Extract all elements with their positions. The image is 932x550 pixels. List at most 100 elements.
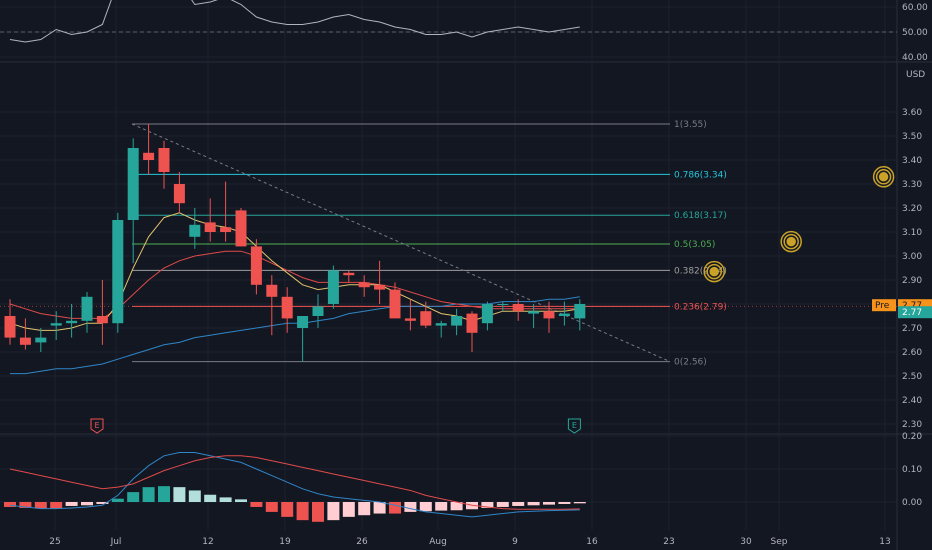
candle-body[interactable]: [250, 246, 262, 285]
time-tick-label: 30: [740, 537, 752, 547]
target-icon[interactable]: [780, 230, 802, 253]
candle-body[interactable]: [143, 152, 155, 160]
macd-histogram-bar: [265, 502, 278, 512]
candle-body[interactable]: [574, 304, 586, 319]
candle-body[interactable]: [327, 270, 339, 304]
candle-body[interactable]: [173, 184, 185, 204]
pre-market-tag-label-bg: [872, 299, 896, 312]
candle-body[interactable]: [543, 311, 555, 319]
macd-histogram-bar: [158, 486, 170, 502]
target-icon[interactable]: [703, 260, 725, 283]
candle-body[interactable]: [374, 284, 386, 290]
time-tick-label: 9: [512, 537, 518, 547]
candle-body[interactable]: [266, 284, 278, 297]
time-tick-label: 12: [202, 537, 213, 547]
candle-body[interactable]: [158, 148, 170, 172]
candle-body[interactable]: [497, 304, 509, 305]
macd-histogram-bar: [404, 502, 417, 512]
candle-body[interactable]: [451, 316, 463, 326]
price-tick-label: 3.10: [902, 228, 922, 238]
candle-body[interactable]: [312, 306, 324, 316]
price-tick-label: 3.30: [902, 180, 922, 190]
macd-histogram-bar: [527, 502, 540, 506]
candle-body[interactable]: [420, 311, 432, 326]
candle-body[interactable]: [19, 337, 31, 345]
earnings-marker-icon[interactable]: E: [567, 418, 581, 434]
candle-body[interactable]: [112, 220, 124, 324]
time-tick-label: 23: [663, 537, 674, 547]
macd-histogram-bar: [188, 490, 201, 502]
candle-body[interactable]: [189, 224, 201, 237]
candle-body[interactable]: [404, 318, 416, 321]
macd-histogram-bar: [65, 502, 78, 506]
candle-body[interactable]: [281, 296, 293, 319]
candle-body[interactable]: [81, 296, 93, 321]
rsi-pane[interactable]: [0, 0, 897, 43]
macd-histogram-bar: [512, 502, 525, 506]
candle-body[interactable]: [358, 282, 370, 288]
macd-histogram-bar: [342, 502, 355, 517]
macd-tick-label: 0.10: [902, 465, 922, 475]
price-tick-label: 2.90: [902, 276, 922, 286]
candle-body[interactable]: [389, 289, 401, 319]
macd-histogram-bar: [19, 502, 32, 508]
candle-body[interactable]: [235, 210, 247, 247]
candle-body[interactable]: [528, 311, 540, 314]
price-tick-label: 3.50: [902, 132, 922, 142]
macd-histogram-bar: [373, 502, 386, 514]
rsi-tick-label: 60.00: [902, 3, 928, 13]
candle-body[interactable]: [35, 337, 47, 343]
candle-body[interactable]: [343, 272, 355, 276]
price-tick-label: 2.70: [902, 324, 922, 334]
candle-body[interactable]: [481, 304, 493, 324]
candle-body[interactable]: [512, 304, 524, 312]
macd-histogram-bar: [419, 502, 432, 512]
time-tick-label: 13: [879, 537, 890, 547]
candle-body[interactable]: [204, 222, 216, 232]
candle-body[interactable]: [96, 316, 108, 324]
macd-histogram-bar: [81, 502, 93, 506]
macd-histogram-bar: [111, 498, 124, 502]
macd-pane[interactable]: [4, 452, 586, 522]
candle-body[interactable]: [435, 323, 447, 326]
price-tick-label: 3.40: [902, 156, 922, 166]
target-ring: [783, 233, 799, 250]
candle-body[interactable]: [297, 316, 309, 328]
macd-histogram-bar: [450, 502, 463, 511]
macd-histogram-bar: [281, 502, 294, 517]
macd-histogram-bar: [481, 502, 494, 508]
macd-histogram-bar: [204, 494, 217, 502]
macd-histogram-bar: [34, 502, 47, 509]
time-axis[interactable]: 25 Jul 12 19 26 Aug 9 16 23 30 Sep 13: [49, 537, 890, 547]
candle-body[interactable]: [558, 313, 570, 316]
candle-body[interactable]: [66, 320, 78, 324]
earnings-badge-label: E: [572, 421, 577, 430]
macd-signal-line: [9, 455, 580, 510]
rsi-tick-label: 40.00: [902, 53, 928, 63]
macd-histogram-bar: [142, 487, 155, 502]
time-tick-label: 26: [356, 537, 368, 547]
price-unit-label: USD: [906, 70, 925, 80]
candle-body[interactable]: [4, 316, 16, 338]
candle-body[interactable]: [220, 227, 232, 232]
earnings-badge-shape: [567, 418, 581, 434]
target-ring: [872, 166, 895, 188]
earnings-badge-label: E: [94, 421, 99, 430]
target-icon[interactable]: [872, 166, 895, 188]
target-ring: [709, 266, 719, 277]
macd-histogram-bar: [435, 502, 448, 511]
price-axis[interactable]: 3.603.503.403.303.203.103.002.902.802.70…: [872, 3, 932, 508]
candle-body[interactable]: [466, 313, 478, 333]
price-pane[interactable]: 1(3.55) 0.786(3.34) 0.618(3.17) 0.5(3.05) 0.…: [0, 120, 897, 375]
fib-level-label: 0.618(3.17): [674, 211, 727, 221]
fib-trend-line[interactable]: [131, 123, 671, 363]
macd-histogram-bar: [50, 502, 63, 509]
candle-body[interactable]: [127, 148, 139, 220]
earnings-marker-icon[interactable]: E: [90, 418, 104, 434]
rsi-line: [9, 0, 580, 43]
price-tick-label: 2.40: [902, 396, 922, 406]
candle-body[interactable]: [50, 323, 62, 326]
